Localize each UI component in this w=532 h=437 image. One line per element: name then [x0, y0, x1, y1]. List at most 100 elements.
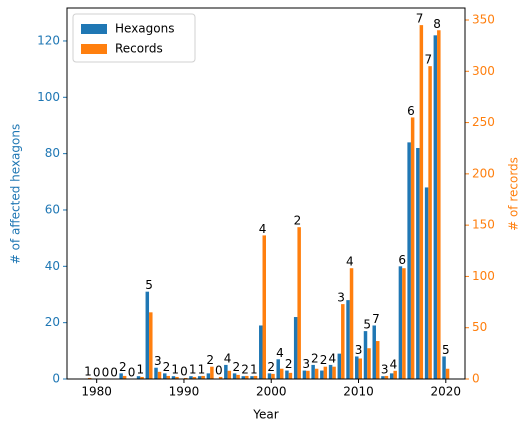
bar [363, 331, 368, 379]
bar [393, 370, 397, 379]
bar [259, 325, 263, 379]
plot-frame [66, 7, 466, 380]
bar-label: 2 [206, 353, 214, 367]
bar [232, 373, 237, 379]
bar-label: 5 [442, 343, 450, 357]
bar [224, 364, 228, 379]
x-tick-label: 2010 [343, 385, 374, 399]
y2-tick-label: 0 [472, 372, 480, 386]
bar-label: 3 [381, 362, 389, 376]
x-tick-label: 1990 [169, 385, 200, 399]
y-tick-label: 80 [45, 146, 60, 160]
bar [445, 368, 450, 379]
bar [87, 377, 92, 379]
bar [323, 366, 328, 379]
bar [163, 373, 167, 379]
bar-label: 5 [363, 318, 371, 332]
bar [332, 366, 336, 379]
bar [346, 300, 350, 379]
bar [375, 341, 380, 379]
bar-label: 6 [407, 104, 415, 118]
bar-label: 2 [163, 360, 171, 374]
bar [262, 235, 266, 379]
bar [253, 375, 258, 379]
bar [311, 364, 315, 379]
legend-label: Records [115, 42, 163, 56]
y-axis-label: # of affected hexagons [9, 124, 23, 264]
bar [285, 370, 289, 379]
bar-label: 3 [337, 291, 345, 305]
bar [245, 375, 249, 379]
bar [210, 366, 214, 379]
bar-label: 3 [355, 343, 363, 357]
bar [402, 268, 406, 379]
bar-label: 8 [433, 17, 441, 31]
y-tick-label: 40 [45, 259, 60, 273]
bar [288, 372, 293, 379]
x-tick-label: 1980 [81, 385, 112, 399]
bar [302, 370, 307, 379]
bar-label: 4 [259, 222, 267, 236]
bar-label: 4 [329, 351, 337, 365]
bar [171, 376, 176, 379]
bar [355, 356, 359, 379]
bar [433, 35, 438, 379]
bar [297, 227, 301, 379]
bar-label: 2 [294, 214, 302, 228]
bar-label: 7 [425, 53, 433, 67]
bar [381, 376, 385, 379]
bar-label: 2 [119, 360, 127, 374]
bar-label: 3 [154, 354, 162, 368]
bar [410, 117, 415, 380]
x-tick-label: 2000 [256, 385, 287, 399]
bar [337, 353, 342, 379]
bar [218, 376, 223, 379]
bar [267, 373, 272, 379]
bar [140, 376, 144, 379]
legend-swatch [81, 24, 107, 34]
bar [416, 148, 420, 379]
bar [119, 373, 123, 379]
y-tick-label: 60 [45, 202, 60, 216]
bar [314, 368, 319, 379]
bar-label: 0 [93, 366, 101, 380]
bar [276, 359, 280, 379]
bar [271, 373, 275, 379]
bar [197, 376, 202, 379]
bar [389, 373, 394, 379]
y2-tick-label: 50 [472, 320, 487, 334]
y2-tick-label: 150 [472, 218, 495, 232]
bar [250, 376, 254, 379]
bar-label: 4 [224, 351, 232, 365]
y2-tick-label: 350 [472, 13, 495, 27]
bar [175, 376, 179, 379]
bar [145, 291, 150, 379]
bar-label: 0 [180, 364, 188, 378]
bar [192, 376, 197, 379]
bar [398, 266, 403, 379]
y-tick-label: 0 [52, 372, 60, 386]
bar-label: 7 [416, 12, 424, 26]
bar [349, 268, 354, 379]
bar [320, 370, 324, 379]
bar-label: 0 [215, 363, 223, 377]
bar-label: 7 [372, 312, 380, 326]
bar-label: 5 [145, 278, 153, 292]
bar [236, 374, 240, 379]
y-tick-label: 100 [37, 90, 60, 104]
bar [183, 377, 188, 379]
legend-swatch [81, 44, 107, 54]
bar [372, 325, 376, 379]
bar [384, 375, 389, 379]
bar-label: 3 [302, 357, 310, 371]
bar-label: 6 [398, 253, 406, 267]
bar-label: 4 [346, 255, 354, 269]
y-tick-label: 120 [37, 33, 60, 47]
bar-label: 2 [320, 353, 328, 367]
bar-label: 2 [241, 362, 249, 376]
bar-label: 2 [233, 360, 241, 374]
y2-tick-label: 250 [472, 115, 495, 129]
bar [328, 364, 333, 379]
y2-tick-label: 200 [472, 166, 495, 180]
bar [122, 375, 127, 379]
